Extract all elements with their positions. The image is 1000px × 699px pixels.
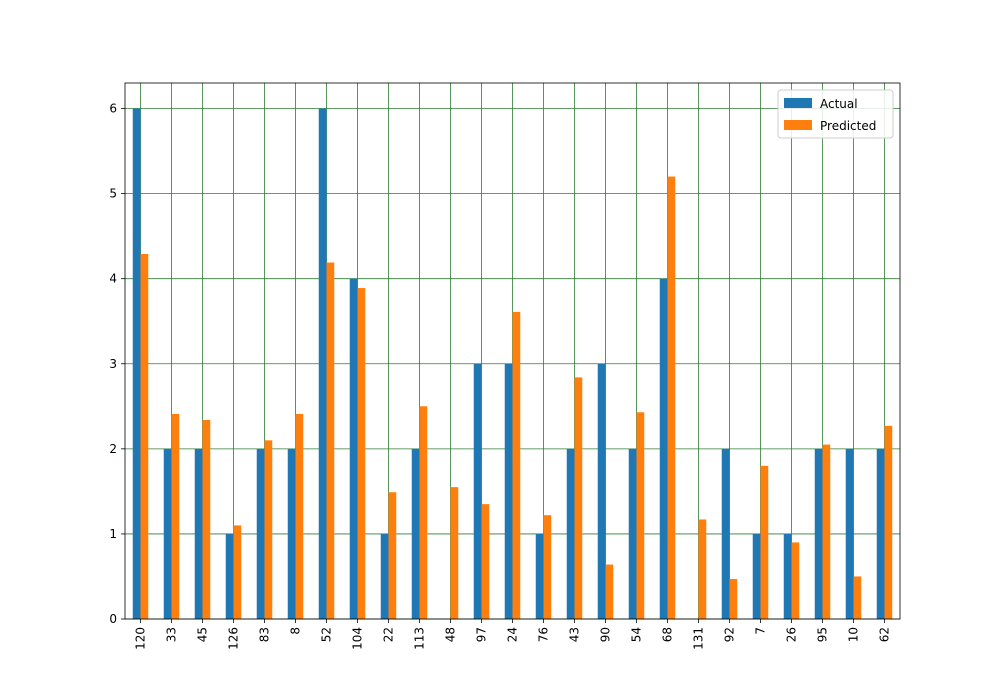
bar-actual-33 (163, 448, 172, 619)
bar-actual-92 (721, 448, 730, 619)
bar-predicted-76 (543, 515, 552, 619)
y-tick-label: 0 (109, 612, 117, 626)
x-tick-label: 131 (692, 627, 706, 650)
x-axis: 120 33 45 126 83 8 52 104 22 113 48 97 24 76 43 90 54 68 1… (134, 619, 892, 650)
bar-actual-62 (876, 448, 885, 619)
y-tick-label: 3 (109, 357, 117, 371)
bar-actual-26 (783, 533, 792, 619)
bar-actual-97 (473, 363, 482, 619)
bar-predicted-22 (388, 492, 397, 619)
bar-predicted-90 (605, 564, 614, 619)
legend-swatch-actual (784, 98, 812, 108)
bar-predicted-113 (419, 406, 428, 619)
bar-predicted-120 (140, 254, 149, 619)
bar-actual-68 (659, 278, 668, 619)
bar-predicted-131 (698, 519, 707, 619)
bar-actual-76 (535, 533, 544, 619)
bar-predicted-68 (667, 176, 676, 620)
bar-actual-22 (380, 533, 389, 619)
bar-predicted-43 (574, 377, 583, 619)
legend-label-actual: Actual (820, 97, 858, 111)
y-tick-label: 4 (109, 272, 117, 286)
legend-label-predicted: Predicted (820, 119, 876, 133)
bar-predicted-24 (512, 311, 521, 619)
bar-predicted-126 (233, 525, 242, 619)
x-tick-label: 8 (289, 627, 303, 635)
x-tick-label: 90 (599, 627, 613, 642)
y-tick-label: 2 (109, 442, 117, 456)
bar-actual-95 (814, 448, 823, 619)
y-tick-label: 6 (109, 102, 117, 116)
legend: Actual Predicted (777, 89, 894, 139)
bar-predicted-33 (171, 413, 180, 619)
x-tick-label: 26 (785, 627, 799, 642)
x-tick-label: 62 (878, 627, 892, 642)
bar-actual-52 (318, 108, 327, 620)
x-tick-label: 120 (134, 627, 148, 650)
x-tick-label: 7 (754, 627, 768, 635)
x-tick-label: 76 (537, 627, 551, 642)
x-tick-label: 43 (568, 627, 582, 642)
bars-layer (132, 108, 893, 620)
bar-actual-10 (845, 448, 854, 619)
x-tick-label: 97 (475, 627, 489, 642)
bar-actual-7 (752, 533, 761, 619)
bar-predicted-62 (884, 425, 893, 619)
bar-actual-104 (349, 278, 358, 619)
bar-actual-54 (628, 448, 637, 619)
x-tick-label: 104 (351, 627, 365, 650)
bar-actual-120 (132, 108, 141, 620)
bar-predicted-10 (853, 576, 862, 619)
bar-actual-113 (411, 448, 420, 619)
bar-actual-24 (504, 363, 513, 619)
x-tick-label: 45 (196, 627, 210, 642)
x-tick-label: 33 (165, 627, 179, 642)
bar-predicted-83 (264, 440, 273, 619)
y-axis: 0 1 2 3 4 5 6 (109, 102, 125, 626)
bar-actual-43 (566, 448, 575, 619)
x-tick-label: 52 (320, 627, 334, 642)
x-tick-label: 95 (816, 627, 830, 642)
bar-predicted-45 (202, 419, 211, 619)
bar-predicted-97 (481, 504, 490, 619)
x-tick-label: 113 (413, 627, 427, 650)
bar-actual-126 (225, 533, 234, 619)
bar-predicted-48 (450, 487, 459, 619)
x-tick-label: 126 (227, 627, 241, 650)
bar-actual-90 (597, 363, 606, 619)
x-tick-label: 92 (723, 627, 737, 642)
y-tick-label: 1 (109, 527, 117, 541)
bar-actual-83 (256, 448, 265, 619)
bar-predicted-8 (295, 413, 304, 619)
x-tick-label: 83 (258, 627, 272, 642)
bar-predicted-52 (326, 262, 335, 619)
bar-predicted-7 (760, 465, 769, 619)
bar-predicted-95 (822, 444, 831, 619)
x-tick-label: 68 (661, 627, 675, 642)
bar-predicted-26 (791, 542, 800, 619)
x-tick-label: 54 (630, 627, 644, 642)
bar-actual-8 (287, 448, 296, 619)
bar-predicted-104 (357, 288, 366, 619)
bar-predicted-92 (729, 579, 738, 619)
x-tick-label: 24 (506, 627, 520, 642)
x-tick-label: 10 (847, 627, 861, 642)
bar-actual-45 (194, 448, 203, 619)
y-tick-label: 5 (109, 187, 117, 201)
legend-swatch-predicted (784, 120, 812, 130)
x-tick-label: 48 (444, 627, 458, 642)
bar-predicted-54 (636, 412, 645, 619)
x-tick-label: 22 (382, 627, 396, 642)
